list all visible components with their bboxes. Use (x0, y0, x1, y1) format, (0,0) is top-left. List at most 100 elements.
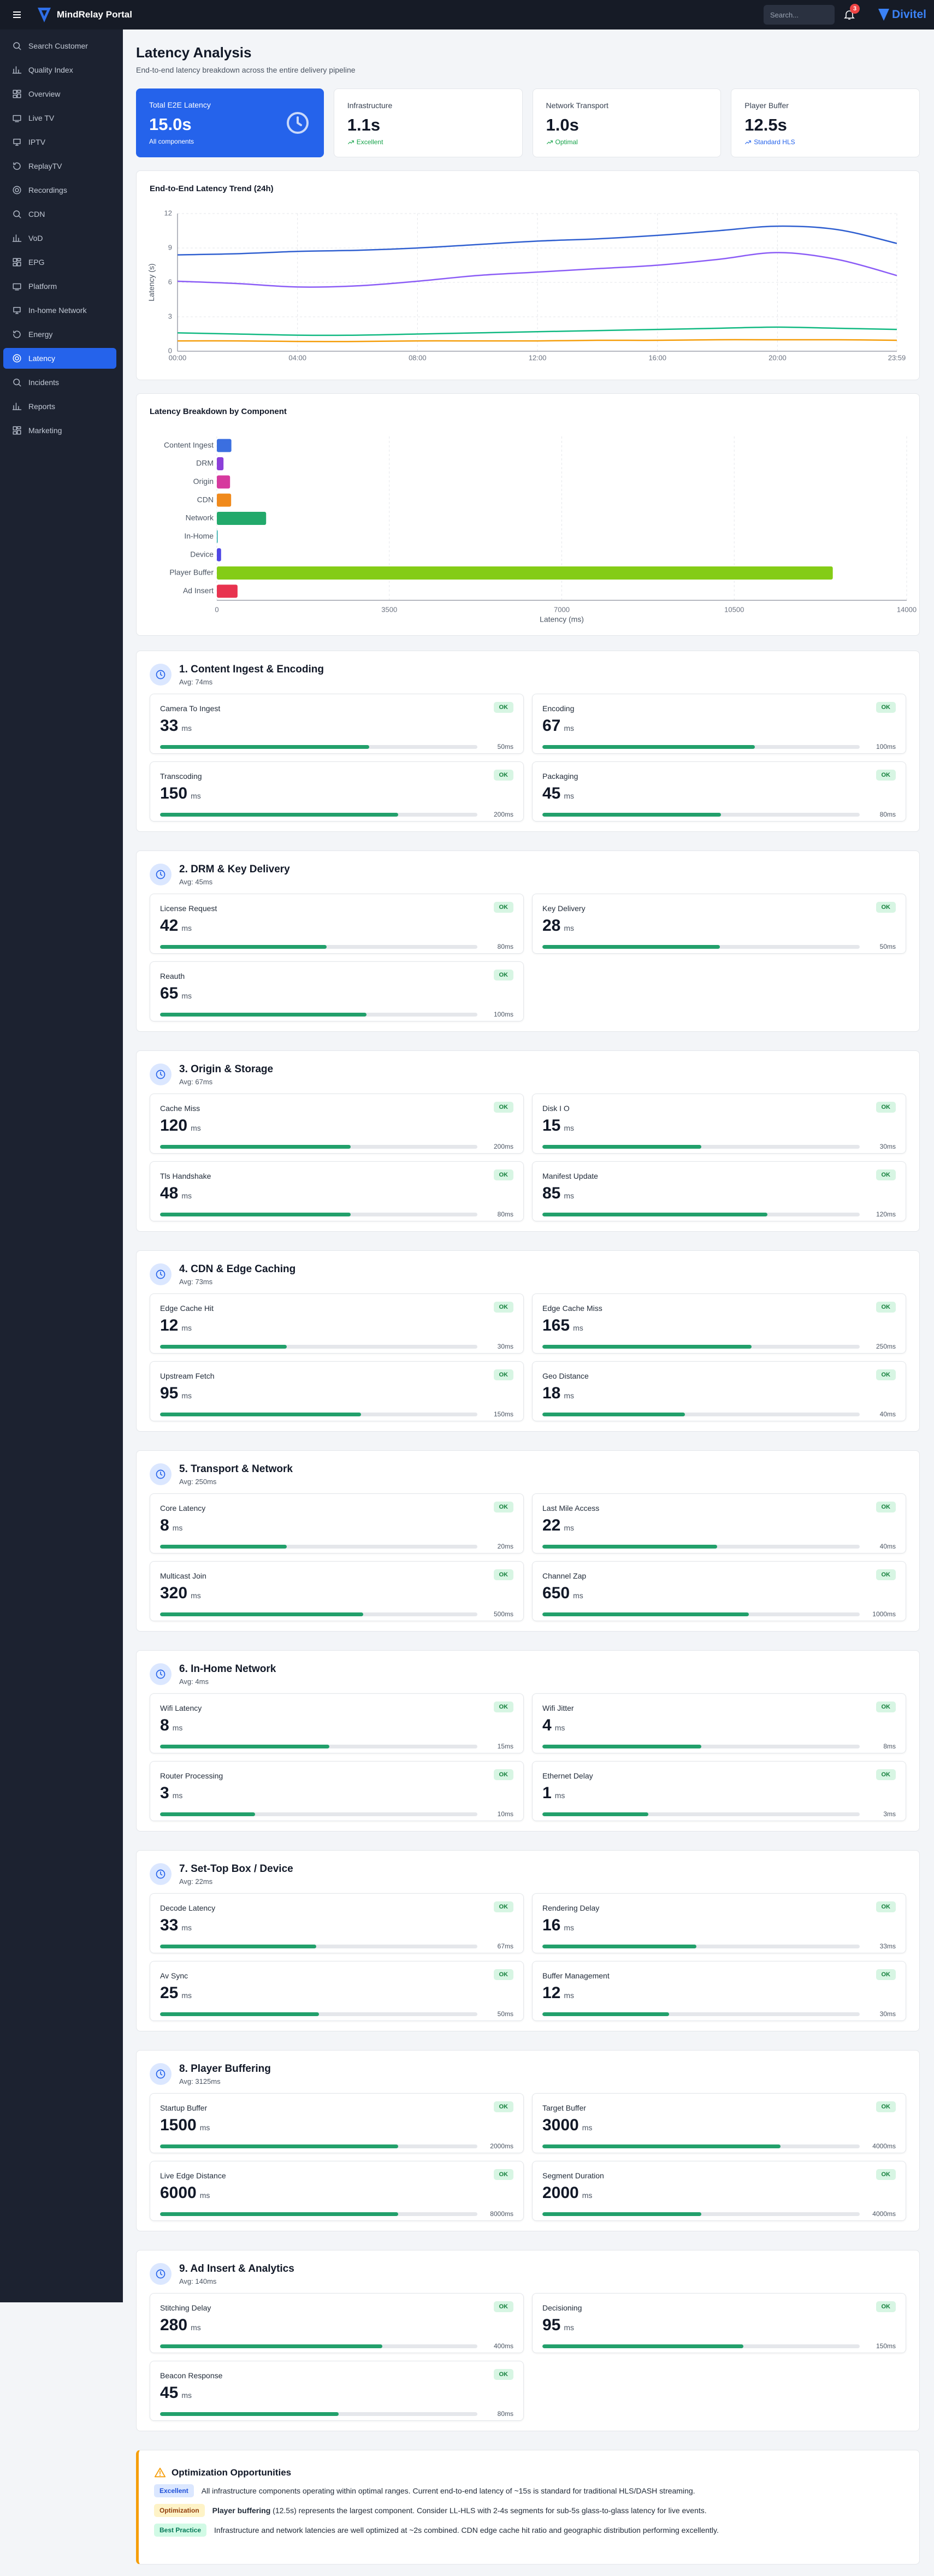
progress-track (160, 1012, 477, 1017)
nav-item[interactable]: CDN (3, 202, 116, 226)
nav-item[interactable]: Marketing (3, 418, 116, 442)
top-bar: MindRelay Portal Search... 3 Divitel (0, 0, 934, 29)
search-box[interactable]: Search... (764, 5, 835, 25)
section-title: 9. Ad Insert & Analytics (179, 2262, 294, 2274)
icon-shape (156, 2269, 165, 2279)
section-title: 2. DRM & Key Delivery (179, 863, 290, 875)
nav-item[interactable]: Live TV (3, 106, 116, 130)
clock-icon (156, 2269, 165, 2279)
metric-card: Wifi Jitter OK 4 ms 8ms (532, 1693, 906, 1753)
nav-item[interactable]: Recordings (3, 178, 116, 202)
metric-card: Tls Handshake OK 48 ms 80ms (150, 1161, 524, 1221)
status-badge: OK (876, 770, 896, 781)
metric-name: Startup Buffer (160, 2104, 208, 2112)
status-badge: OK (876, 2101, 896, 2112)
menu-button[interactable] (12, 10, 22, 20)
progress-track (160, 2012, 477, 2016)
status-badge: OK (876, 1169, 896, 1180)
main-content: Latency Analysis End-to-end latency brea… (123, 29, 934, 2565)
section-avg: Avg: 74ms (179, 677, 213, 686)
metric-card: Packaging OK 45 ms 80ms (532, 761, 906, 822)
metric-unit: ms (181, 924, 192, 932)
progress-track (542, 1544, 860, 1549)
metric-name: Upstream Fetch (160, 1372, 215, 1380)
metric-name: Camera To Ingest (160, 704, 221, 713)
metric-name: Decode Latency (160, 1904, 216, 1912)
metric-card: Cache Miss OK 120 ms 200ms (150, 1094, 524, 1154)
nav-item[interactable]: EPG (3, 250, 116, 274)
metric-target: 30ms (497, 1343, 513, 1350)
category-label: Origin (193, 477, 214, 486)
metric-unit: ms (181, 1991, 192, 2000)
status-badge: OK (493, 1769, 513, 1780)
metric-card: Disk I O OK 15 ms 30ms (532, 1094, 906, 1154)
status-badge: OK (876, 702, 896, 713)
nav-icon (12, 403, 22, 410)
metric-target: 50ms (497, 2010, 513, 2018)
section-icon (150, 864, 172, 885)
nav-item[interactable]: Latency (3, 348, 116, 369)
icon-shape (156, 1669, 165, 1679)
metric-unit: ms (199, 2123, 210, 2132)
nav-item[interactable]: Energy (3, 322, 116, 346)
metric-card: Channel Zap OK 650 ms 1000ms (532, 1561, 906, 1621)
metric-bar-row: 67ms (160, 1942, 513, 1950)
metric-name: Wifi Jitter (542, 1704, 574, 1712)
metric-target: 80ms (497, 943, 513, 950)
metric-value-row: 3 ms (160, 1783, 513, 1806)
metric-value-row: 1500 ms (160, 2116, 513, 2138)
kpi-note: Excellent (347, 138, 509, 146)
icon-shape (13, 258, 21, 267)
status-badge: OK (876, 1569, 896, 1580)
nav-item[interactable]: Search Customer (3, 34, 116, 58)
metric-card: Core Latency OK 8 ms 20ms (150, 1493, 524, 1553)
progress-track (542, 2344, 860, 2348)
nav-item[interactable]: Quality Index (3, 58, 116, 82)
clock-icon (156, 1269, 165, 1279)
nav-icon (13, 162, 21, 170)
x-tick-label: 14000 (897, 605, 917, 613)
nav-item[interactable]: Incidents (3, 370, 116, 394)
nav-item[interactable]: Reports (3, 394, 116, 418)
metric-unit: ms (181, 991, 192, 1000)
metric-value-row: 4 ms (542, 1716, 896, 1738)
metric-name: Transcoding (160, 772, 202, 781)
metric-value: 120 (160, 1116, 188, 1135)
category-label: Network (186, 513, 214, 522)
chart-title: End-to-End Latency Trend (24h) (150, 184, 274, 193)
nav-item[interactable]: In-home Network (3, 298, 116, 322)
page-title: Latency Analysis (136, 44, 252, 61)
metric-target: 30ms (879, 2010, 896, 2018)
metric-value-row: 2000 ms (542, 2183, 896, 2206)
page-subtitle: End-to-end latency breakdown across the … (136, 66, 356, 74)
metric-value-row: 8 ms (160, 1516, 513, 1538)
optimization-row: Best Practice Infrastructure and network … (154, 2520, 904, 2540)
section-card: 7. Set-Top Box / Device Avg: 22ms Decode L… (136, 1850, 920, 2031)
section-icon (150, 1863, 172, 1885)
category-label: In-Home (184, 531, 214, 540)
metric-card: Edge Cache Miss OK 165 ms 250ms (532, 1293, 906, 1354)
nav-item[interactable]: IPTV (3, 130, 116, 154)
section-card: 2. DRM & Key Delivery Avg: 45ms License Re… (136, 850, 920, 1032)
metric-unit: ms (564, 924, 575, 932)
metric-bar-row: 4000ms (542, 2210, 896, 2218)
nav-item[interactable]: VoD (3, 226, 116, 250)
nav-item[interactable]: Platform (3, 274, 116, 298)
metric-unit: ms (564, 1923, 575, 1932)
y-tick-label: 9 (168, 243, 172, 251)
progress-track (160, 1212, 477, 1216)
kpi-value: 15.0s (149, 115, 192, 134)
metric-card: Camera To Ingest OK 33 ms 50ms (150, 694, 524, 754)
nav-label: Recordings (28, 186, 67, 194)
kpi-card: Network Transport 1.0s Optimal (532, 88, 722, 157)
section-heading: 5. Transport & Network Avg: 250ms (179, 1463, 293, 1486)
nav-item[interactable]: ReplayTV (3, 154, 116, 178)
nav-label: Reports (28, 402, 56, 411)
metric-value-row: 95 ms (160, 1384, 513, 1406)
section-card: 4. CDN & Edge Caching Avg: 73ms Edge Cache… (136, 1250, 920, 1432)
nav-icon (13, 115, 21, 122)
metric-unit: ms (564, 724, 575, 732)
progress-track (542, 1612, 860, 1616)
nav-item[interactable]: Overview (3, 82, 116, 106)
status-badge: OK (493, 1569, 513, 1580)
